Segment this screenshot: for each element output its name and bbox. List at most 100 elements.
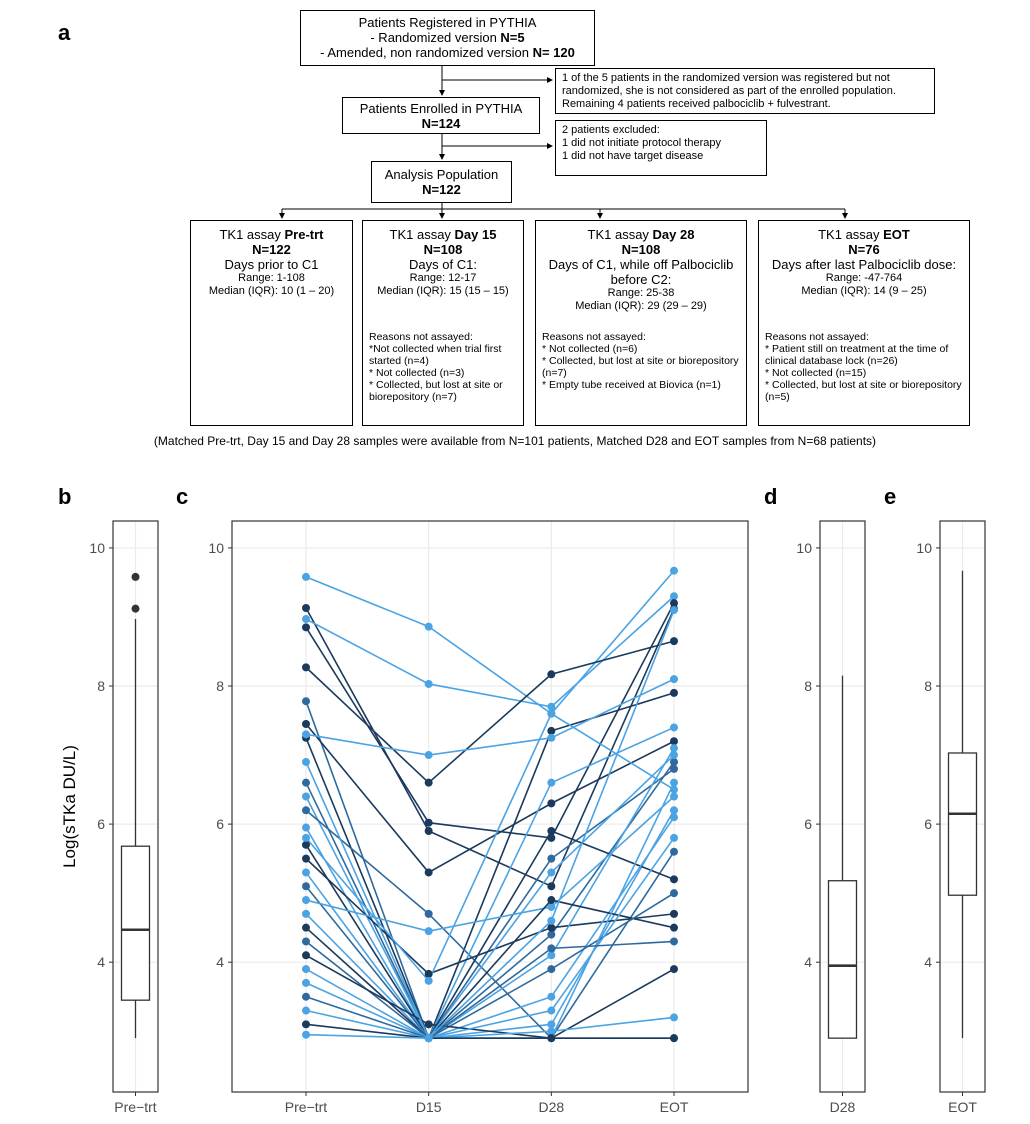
point	[424, 679, 433, 688]
patient-line	[305, 640, 675, 784]
point	[547, 1034, 556, 1043]
point	[670, 566, 678, 575]
assay-label: TK1 assay	[219, 227, 285, 242]
point	[670, 923, 678, 932]
analysis-box: Analysis Population N=122	[371, 161, 512, 203]
point	[424, 909, 433, 918]
assay-n: N=108	[423, 242, 463, 257]
y-tick-label: 10	[916, 540, 932, 556]
point	[547, 827, 556, 836]
assay-range: Range: 25-38	[607, 287, 675, 299]
point	[670, 792, 678, 801]
point	[424, 1034, 433, 1043]
point	[424, 1034, 433, 1043]
reason-item: * Empty tube received at Biovica (n=1)	[542, 379, 721, 391]
point	[547, 930, 556, 939]
box-title: Patients Enrolled in PYTHIA	[359, 101, 523, 116]
point	[547, 709, 556, 718]
assay-median: Median (IQR): 29 (29 – 29)	[575, 300, 707, 312]
assay-label: TK1 assay	[818, 227, 884, 242]
y-axis-label: Log(sTKa DU/L)	[60, 745, 79, 868]
point	[424, 1034, 433, 1043]
panel-background	[940, 521, 985, 1092]
point	[670, 889, 678, 898]
assay-days: Days prior to C1	[224, 257, 319, 272]
patient-line	[305, 602, 675, 839]
assay-reasons: Reasons not assayed: *Not collected when …	[369, 331, 519, 403]
x-tick-label: D28	[538, 1099, 564, 1115]
reason-item: * Collected, but lost at site or biorepo…	[542, 355, 739, 379]
y-tick-label: 8	[216, 678, 224, 694]
patient-line	[305, 899, 675, 1040]
panel-label: e	[884, 484, 897, 509]
assay-median: Median (IQR): 14 (9 – 25)	[801, 285, 927, 297]
point	[670, 604, 678, 613]
assay-days: Days of C1:	[409, 257, 477, 272]
panel-border	[112, 520, 159, 1093]
point	[670, 1013, 678, 1022]
assay-days: Days after last Palbociclib dose:	[771, 257, 957, 272]
footnote: (Matched Pre-trt, Day 15 and Day 28 samp…	[153, 434, 877, 448]
panel-label: a	[58, 20, 71, 45]
patient-line	[305, 723, 675, 874]
y-tick-label: 8	[804, 678, 812, 694]
point	[424, 1034, 433, 1043]
point	[547, 726, 556, 735]
point	[424, 778, 433, 787]
assay-timepoint: Day 28	[652, 227, 695, 242]
box-title: Patients Registered in PYTHIA	[358, 15, 537, 30]
reason-item: *Not collected when trial first started …	[369, 343, 502, 367]
patient-line	[305, 1009, 675, 1039]
point	[302, 623, 310, 632]
x-tick-label: EOT	[660, 1099, 689, 1115]
reason-item: * Collected, but lost at site or biorepo…	[369, 379, 503, 403]
assay-reasons: Reasons not assayed: * Patient still on t…	[765, 331, 965, 403]
point	[547, 882, 556, 891]
patient-line	[305, 782, 675, 1039]
point	[670, 688, 678, 697]
patient-line	[305, 830, 675, 1040]
point	[547, 896, 556, 905]
x-tick-label: D28	[830, 1099, 856, 1115]
point	[302, 719, 310, 728]
point	[424, 1034, 433, 1043]
point	[302, 615, 310, 624]
point	[302, 978, 310, 987]
point	[302, 951, 310, 960]
x-tick-label: EOT	[948, 1099, 977, 1115]
patient-line	[305, 747, 675, 1040]
box-n: N=124	[421, 116, 461, 131]
point	[424, 1034, 433, 1043]
assay-box: TK1 assay Day 15 N=108 Days of C1: Range: 1…	[362, 220, 524, 426]
patient-line	[305, 768, 675, 1040]
point	[302, 992, 310, 1001]
point	[547, 1006, 556, 1015]
box	[120, 845, 151, 1001]
point	[547, 778, 556, 787]
point	[302, 1006, 310, 1015]
point	[547, 733, 556, 742]
point	[670, 723, 678, 732]
y-tick-label: 6	[216, 816, 224, 832]
patient-line	[305, 607, 675, 888]
panel-background	[113, 521, 158, 1092]
point	[670, 599, 678, 608]
point	[670, 606, 678, 615]
point	[302, 806, 310, 815]
point	[670, 637, 678, 646]
patient-line	[305, 795, 675, 932]
point	[670, 833, 678, 842]
point	[424, 751, 433, 760]
box-title: Analysis Population	[384, 167, 499, 182]
assay-range: Range: 1-108	[238, 272, 305, 284]
panel-border	[819, 520, 866, 1093]
point	[302, 823, 310, 832]
y-tick-label: 8	[924, 678, 932, 694]
point	[670, 764, 678, 773]
point	[670, 737, 678, 746]
assay-label: TK1 assay	[389, 227, 455, 242]
patient-line	[305, 892, 675, 1040]
reasons-title: Reasons not assayed:	[369, 331, 473, 343]
patient-line	[305, 700, 675, 1040]
point	[670, 785, 678, 794]
